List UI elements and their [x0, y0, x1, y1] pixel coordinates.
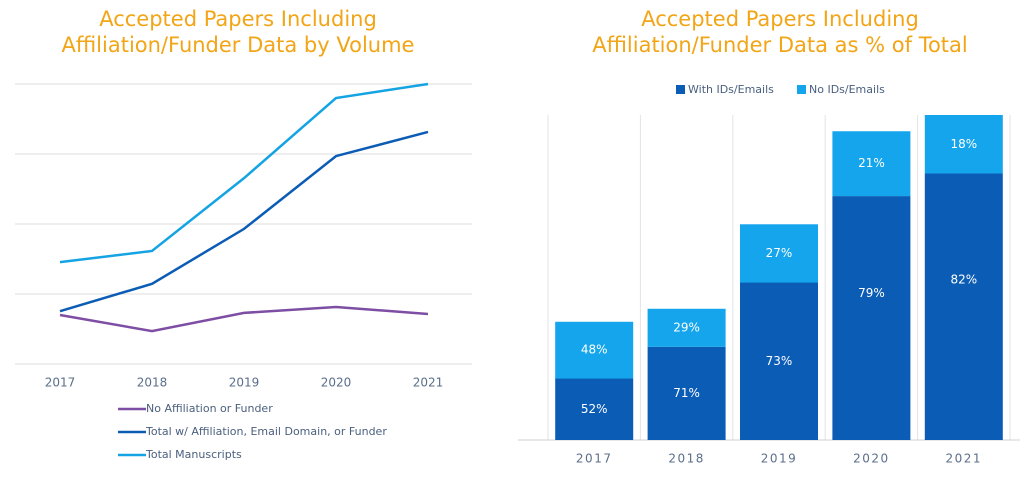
data-label: 71%: [673, 386, 700, 400]
chart-title: Affiliation/Funder Data as % of Total: [592, 33, 968, 57]
data-label: 48%: [581, 343, 608, 357]
x-tick-label: 2019: [229, 376, 260, 390]
line: [59, 130, 429, 313]
legend-swatch: [676, 85, 685, 94]
bar-segment: [832, 196, 911, 440]
data-label: 79%: [858, 286, 885, 300]
chart-title: Accepted Papers Including: [99, 7, 377, 31]
data-label: 73%: [766, 354, 793, 368]
bar-segment: [555, 378, 634, 440]
line: [59, 305, 429, 333]
data-label: 52%: [581, 402, 608, 416]
x-tick-label: 2018: [668, 452, 705, 466]
x-tick-label: 2020: [853, 452, 890, 466]
line: [59, 82, 429, 264]
legend-label: No Affiliation or Funder: [146, 402, 273, 415]
x-tick-label: 2020: [321, 376, 352, 390]
x-tick-label: 2017: [45, 376, 76, 390]
x-tick-label: 2021: [413, 376, 444, 390]
data-label: 29%: [673, 320, 700, 334]
data-label: 82%: [950, 273, 977, 287]
bar-segment: [924, 115, 1003, 174]
x-tick-label: 2017: [576, 452, 613, 466]
data-label: 27%: [766, 246, 793, 260]
legend-label: Total w/ Affiliation, Email Domain, or F…: [145, 425, 387, 438]
bar-segment: [924, 173, 1003, 440]
legend-label: Total Manuscripts: [145, 448, 242, 461]
bar-segment: [555, 321, 634, 379]
bar-segment: [647, 308, 726, 347]
bar-segment: [647, 346, 726, 440]
x-tick-label: 2018: [137, 376, 168, 390]
data-label: 18%: [950, 137, 977, 151]
legend-label: With IDs/Emails: [688, 83, 774, 96]
bar-segment: [740, 224, 818, 283]
bar-segment: [832, 131, 911, 197]
legend-label: No IDs/Emails: [809, 83, 885, 96]
data-label: 21%: [858, 156, 885, 170]
x-tick-label: 2019: [761, 452, 798, 466]
legend-swatch: [797, 85, 806, 94]
chart-title: Accepted Papers Including: [641, 7, 919, 31]
bar-segment: [740, 282, 818, 440]
x-tick-label: 2021: [946, 452, 983, 466]
chart-title: Affiliation/Funder Data by Volume: [62, 33, 415, 57]
